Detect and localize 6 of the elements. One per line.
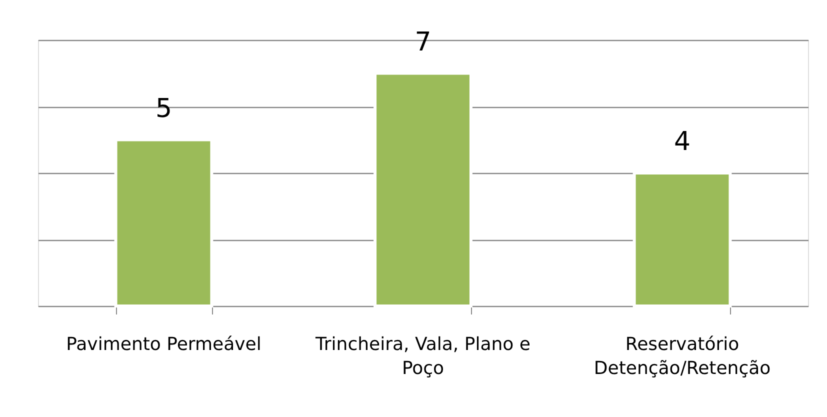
data-label: 5: [155, 94, 172, 124]
data-label: 4: [674, 127, 691, 157]
x-tick-label: Trincheira, Vala, Plano e Poço: [314, 334, 530, 379]
data-label: 7: [414, 27, 432, 58]
x-tick-label: Pavimento Permeável: [66, 334, 262, 355]
x-tick-label: Reservatório Detenção/Retenção: [594, 334, 771, 379]
